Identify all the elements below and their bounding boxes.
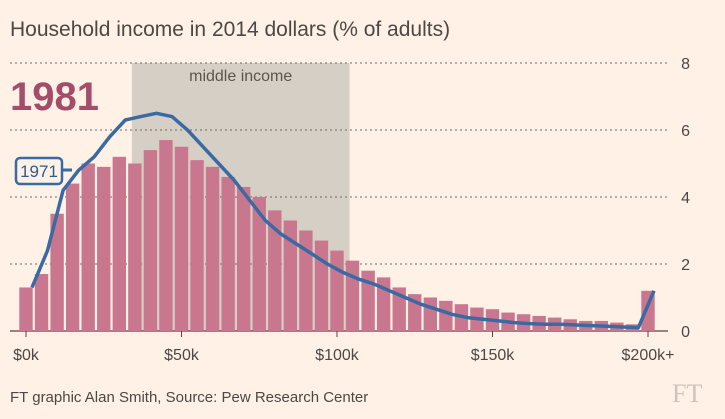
bar-1981 (143, 150, 158, 331)
bar-1981 (361, 270, 375, 331)
bar-1981 (159, 140, 173, 331)
bar-1981 (392, 287, 406, 331)
bar-1981 (221, 176, 235, 331)
y-tick-label: 4 (681, 190, 690, 207)
line-label-text: 1971 (20, 162, 58, 181)
source-note: FT graphic Alan Smith, Source: Pew Resea… (10, 389, 368, 406)
year-label-1981: 1981 (10, 75, 99, 119)
bar-1981 (252, 197, 266, 331)
bar-1981 (50, 213, 64, 331)
bar-1981 (190, 160, 204, 331)
x-tick-label: $200k+ (622, 347, 675, 364)
bar-1981 (330, 250, 344, 331)
bar-1981 (439, 300, 453, 331)
y-tick-label: 2 (681, 257, 690, 274)
bar-1981 (205, 166, 220, 331)
chart-title: Household income in 2014 dollars (% of a… (10, 18, 450, 41)
middle-income-label: middle income (189, 68, 292, 85)
bar-1981 (128, 163, 142, 331)
y-tick-label: 8 (681, 56, 690, 73)
bar-1981 (112, 156, 126, 331)
bar-1981 (423, 297, 437, 331)
bar-1981 (19, 287, 33, 331)
line-1971 (30, 111, 656, 330)
bar-1981 (283, 220, 298, 331)
bar-1981 (314, 240, 329, 331)
bar-1981 (174, 146, 189, 331)
x-tick-label: $100k (315, 347, 360, 364)
ft-logo: FT (672, 379, 702, 408)
bar-1981 (81, 163, 95, 331)
bar-1981 (268, 210, 282, 331)
bar-1981 (237, 186, 251, 331)
y-axis-ticks: 0 2 4 6 8 (681, 56, 690, 341)
plot-area: middle income 0 2 4 6 8 $0k $50k $100k $150k $20… (10, 56, 690, 364)
bar-1981 (97, 166, 111, 331)
bar-1981 (345, 260, 360, 331)
y-tick-label: 0 (681, 324, 690, 341)
line-label-box (14, 156, 64, 186)
bar-1981 (299, 230, 313, 331)
x-tick-label: $50k (164, 347, 200, 364)
x-tick-label: $150k (471, 347, 516, 364)
bar-1981 (65, 183, 80, 331)
bar-1981 (34, 274, 49, 331)
x-axis-ticks: $0k $50k $100k $150k $200k+ (13, 331, 674, 364)
line-label-1971: 1971 (14, 156, 72, 186)
bars-1981 (19, 140, 655, 331)
x-tick-label: $0k (13, 347, 40, 364)
y-tick-label: 6 (681, 123, 690, 140)
